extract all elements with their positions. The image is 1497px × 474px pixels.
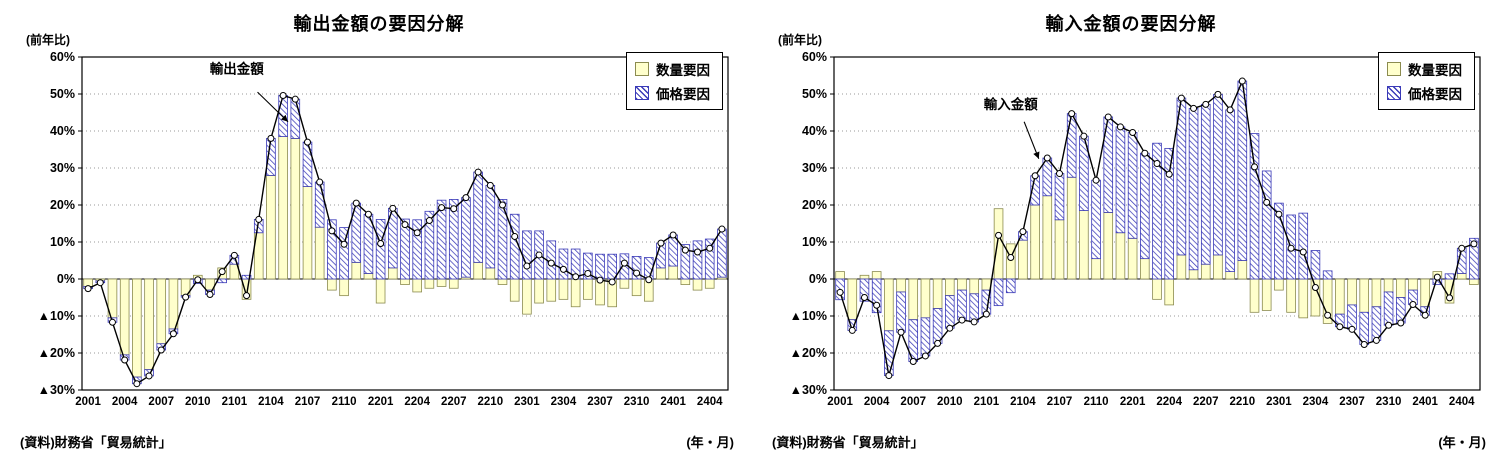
svg-text:2404: 2404 [1449, 396, 1475, 408]
export-source-note: (資料)財務省「貿易統計」 [20, 435, 172, 450]
export-chart-footer: (資料)財務省「貿易統計」 (年・月) [14, 432, 744, 451]
svg-text:10%: 10% [802, 235, 827, 249]
legend-item-quantity: 数量要因 [635, 57, 710, 81]
legend-label-quantity: 数量要因 [656, 63, 710, 78]
svg-text:2110: 2110 [1084, 396, 1109, 408]
svg-text:2204: 2204 [404, 396, 430, 408]
svg-text:2307: 2307 [1339, 396, 1365, 408]
svg-text:2001: 2001 [75, 396, 101, 408]
legend-label-price: 価格要因 [656, 87, 710, 102]
legend-label-price: 価格要因 [1408, 87, 1462, 102]
plot-border [81, 56, 729, 391]
svg-text:2010: 2010 [937, 396, 963, 408]
import-chart-footer: (資料)財務省「貿易統計」 (年・月) [766, 432, 1496, 451]
import-source-note: (資料)財務省「貿易統計」 [772, 435, 924, 450]
svg-text:40%: 40% [50, 124, 75, 138]
svg-text:2204: 2204 [1156, 396, 1182, 408]
price-swatch-icon [1387, 86, 1401, 100]
export-chart-canvas: 60% 50% 40% 30% 20% 10% 0% ▲10% ▲20% ▲30%2001 2004… [38, 50, 729, 408]
export-chart: 輸出金額の要因分解 (前年比) 60% 50% 40% 30% 20% 10% 0% ▲10%… [14, 8, 744, 470]
svg-text:2101: 2101 [222, 396, 248, 408]
svg-text:2210: 2210 [478, 396, 504, 408]
legend-item-quantity: 数量要因 [1387, 57, 1462, 81]
import-chart-legend: 数量要因 価格要因 [1378, 52, 1475, 110]
total-line-markers [84, 91, 726, 388]
price-bars [835, 80, 1479, 376]
svg-text:2104: 2104 [1010, 396, 1036, 408]
import-chart: 輸入金額の要因分解 (前年比) 60% 50% 40% 30% 20% 10% 0% ▲10%… [766, 8, 1496, 470]
svg-text:2207: 2207 [1193, 396, 1219, 408]
svg-text:50%: 50% [50, 87, 75, 101]
svg-text:40%: 40% [802, 124, 827, 138]
svg-text:2004: 2004 [112, 396, 138, 408]
export-xaxis-unit-label: (年・月) [686, 435, 734, 450]
svg-text:▲10%: ▲10% [790, 309, 827, 323]
svg-text:2401: 2401 [1412, 396, 1438, 408]
import-xaxis-unit-label: (年・月) [1438, 435, 1486, 450]
svg-text:60%: 60% [50, 50, 75, 64]
svg-text:0%: 0% [809, 272, 827, 286]
svg-text:2110: 2110 [332, 396, 357, 408]
svg-text:2301: 2301 [514, 396, 540, 408]
svg-text:2304: 2304 [551, 396, 577, 408]
import-chart-canvas: 60% 50% 40% 30% 20% 10% 0% ▲10% ▲20% ▲30%2001 2004… [790, 50, 1481, 408]
svg-text:2310: 2310 [1376, 396, 1402, 408]
svg-text:50%: 50% [802, 87, 827, 101]
svg-text:2307: 2307 [587, 396, 613, 408]
total-line-markers [836, 77, 1478, 380]
import-yaxis-unit-label: (前年比) [778, 33, 822, 47]
quantity-swatch-icon [635, 62, 649, 76]
svg-text:2207: 2207 [441, 396, 467, 408]
plot-border [833, 56, 1481, 391]
svg-text:2201: 2201 [368, 396, 394, 408]
svg-text:2107: 2107 [295, 396, 321, 408]
export-chart-legend: 数量要因 価格要因 [626, 52, 723, 110]
svg-text:2104: 2104 [258, 396, 284, 408]
svg-text:輸入金額: 輸入金額 [984, 96, 1039, 112]
x-axis-labels: 2001 2004 2007 2010 2101 2104 2107 2110 2201 2204… [827, 396, 1475, 408]
price-swatch-icon [635, 86, 649, 100]
svg-text:▲20%: ▲20% [790, 346, 827, 360]
import-chart-title: 輸入金額の要因分解 [1045, 14, 1217, 34]
quantity-swatch-icon [1387, 62, 1401, 76]
svg-text:20%: 20% [50, 198, 75, 212]
svg-text:2404: 2404 [697, 396, 723, 408]
x-axis-labels: 2001 2004 2007 2010 2101 2104 2107 2110 2201 2204… [75, 396, 723, 408]
svg-text:2107: 2107 [1047, 396, 1073, 408]
svg-text:▲10%: ▲10% [38, 309, 75, 323]
svg-text:10%: 10% [50, 235, 75, 249]
quantity-bars [835, 176, 1479, 332]
svg-text:60%: 60% [802, 50, 827, 64]
svg-text:2007: 2007 [900, 396, 926, 408]
svg-text:2310: 2310 [624, 396, 650, 408]
svg-text:2007: 2007 [148, 396, 174, 408]
svg-text:▲30%: ▲30% [38, 383, 75, 397]
series-annotation: 輸出金額 [210, 61, 289, 123]
legend-label-quantity: 数量要因 [1408, 63, 1462, 78]
series-annotation: 輸入金額 [984, 96, 1040, 159]
export-chart-title: 輸出金額の要因分解 [293, 14, 465, 34]
svg-text:2101: 2101 [974, 396, 1000, 408]
svg-text:20%: 20% [802, 198, 827, 212]
svg-text:2401: 2401 [660, 396, 686, 408]
svg-text:2304: 2304 [1303, 396, 1329, 408]
svg-text:▲30%: ▲30% [790, 383, 827, 397]
svg-text:2210: 2210 [1230, 396, 1256, 408]
svg-text:2004: 2004 [864, 396, 890, 408]
svg-text:2201: 2201 [1120, 396, 1146, 408]
price-bars [83, 95, 727, 385]
svg-text:輸出金額: 輸出金額 [210, 61, 264, 77]
svg-text:2010: 2010 [185, 396, 211, 408]
export-yaxis-unit-label: (前年比) [26, 33, 70, 47]
svg-text:2001: 2001 [827, 396, 853, 408]
legend-item-price: 価格要因 [635, 81, 710, 105]
svg-text:30%: 30% [50, 161, 75, 175]
svg-text:2301: 2301 [1266, 396, 1292, 408]
svg-text:30%: 30% [802, 161, 827, 175]
svg-text:0%: 0% [57, 272, 75, 286]
svg-text:▲20%: ▲20% [38, 346, 75, 360]
legend-item-price: 価格要因 [1387, 81, 1462, 105]
